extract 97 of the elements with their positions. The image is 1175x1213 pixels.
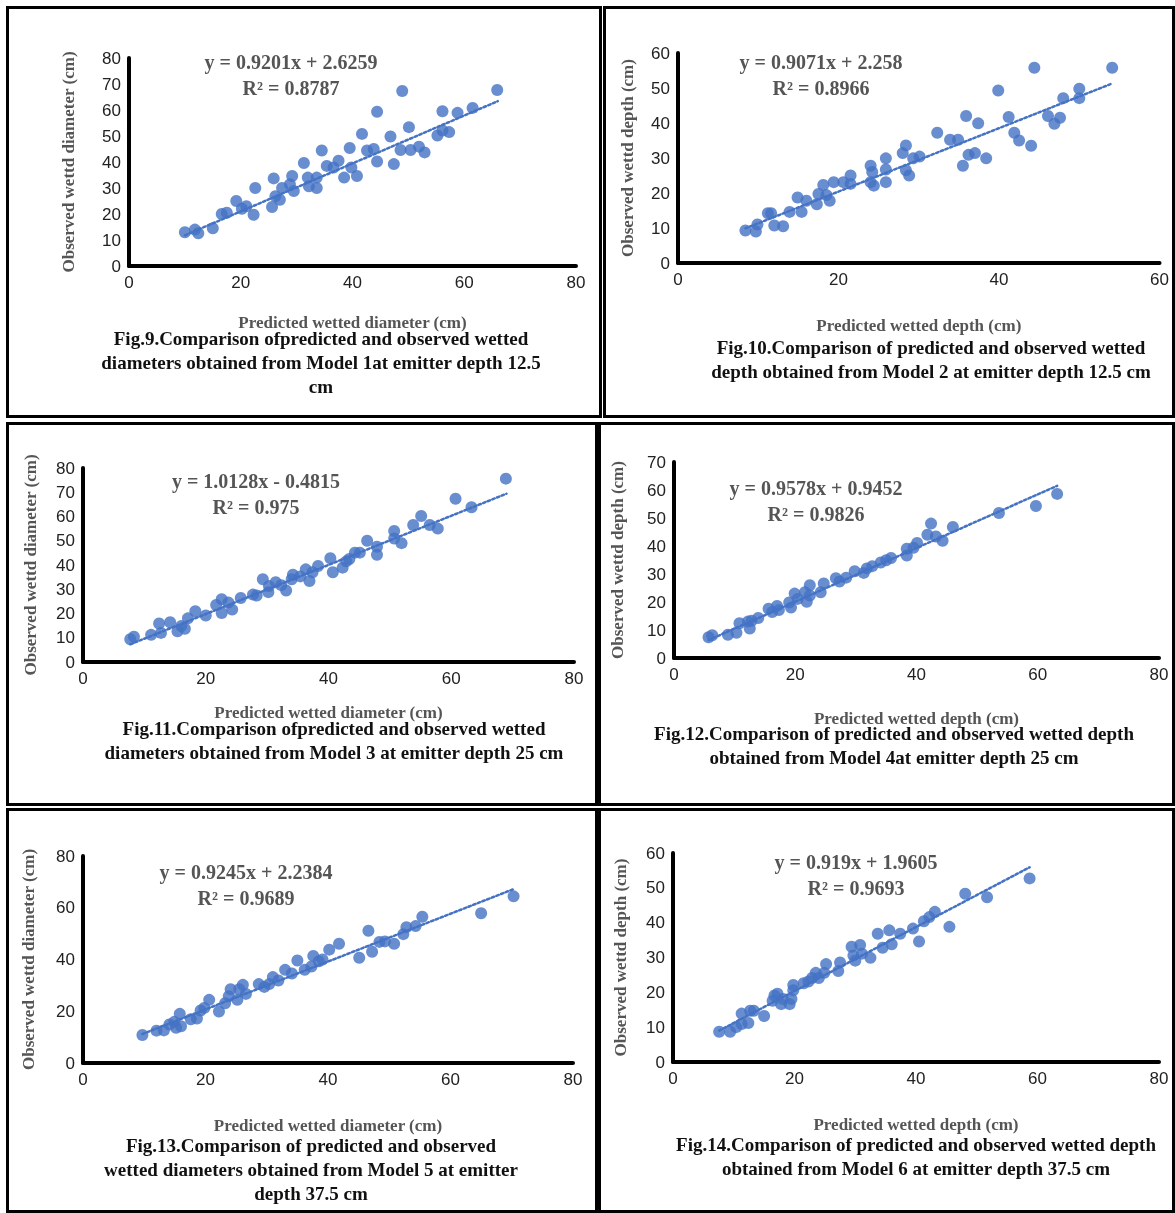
annotation: R² = 0.975 (211, 495, 301, 520)
y-tick-label: 70 (647, 452, 666, 472)
x-axis-title: Predicted wetted depth (cm) (816, 316, 1022, 335)
x-tick-label: 40 (907, 665, 926, 684)
x-tick-label: 40 (343, 273, 362, 292)
caption: Fig.14.Comparison of predicted and observed wetted depth obtained from Model 6 at emitter depth 37.5 cm (676, 1134, 1156, 1181)
x-axis-title: Predicted wetted depth (cm) (813, 1115, 1019, 1134)
y-tick-label: 80 (56, 846, 75, 866)
y-axis-title: Observed wettd diameter (cm) (21, 454, 40, 676)
y-axis-title: Observed wettd diameter (cm) (59, 51, 78, 273)
x-tick-label: 60 (454, 273, 474, 292)
caption: Fig.13.Comparison of predicted and observed wetted diameters obtained from Model 5 at emitter depth 37.5 cm (103, 1135, 519, 1206)
annotation: R² = 0.8966 (771, 76, 871, 101)
x-tick-label: 0 (78, 669, 88, 688)
x-tick-label: 0 (124, 273, 134, 292)
x-tick-label: 20 (829, 270, 848, 289)
y-tick-label: 30 (102, 178, 121, 198)
y-tick-label: 40 (647, 536, 666, 556)
y-tick-label: 60 (647, 480, 666, 500)
y-tick-label: 30 (56, 579, 75, 599)
x-tick-label: 20 (231, 273, 251, 292)
y-tick-label: 10 (646, 1017, 665, 1037)
y-tick-label: 20 (646, 982, 665, 1002)
x-tick-label: 60 (441, 669, 461, 688)
x-tick-label: 40 (906, 1069, 926, 1088)
x-tick-label: 40 (319, 669, 338, 688)
x-tick-label: 40 (318, 1070, 338, 1089)
annotation: y = 1.0128x - 0.4815 (171, 469, 341, 494)
y-tick-label: 0 (656, 648, 666, 668)
y-tick-label: 60 (56, 898, 75, 918)
x-tick-label: 60 (1028, 1069, 1047, 1088)
x-tick-label: 40 (989, 270, 1009, 289)
y-tick-label: 70 (102, 74, 121, 94)
y-tick-label: 40 (56, 950, 75, 969)
y-tick-label: 60 (651, 43, 670, 63)
y-axis-title: Observed wettd depth (cm) (608, 461, 627, 659)
y-tick-label: 40 (56, 555, 75, 575)
x-tick-label: 0 (673, 270, 683, 289)
x-tick-label: 20 (785, 1069, 804, 1088)
x-tick-label: 80 (1149, 1069, 1169, 1088)
y-tick-label: 0 (660, 253, 670, 273)
x-tick-label: 80 (563, 1070, 583, 1089)
annotation: R² = 0.9693 (806, 876, 906, 901)
y-tick-label: 80 (102, 48, 121, 68)
annotation: y = 0.9201x + 2.6259 (204, 50, 378, 75)
x-tick-label: 80 (566, 273, 586, 292)
annotation: R² = 0.9689 (196, 886, 296, 911)
y-tick-label: 40 (646, 913, 665, 933)
x-tick-label: 20 (785, 665, 805, 684)
annotation: y = 0.9071x + 2.258 (739, 50, 903, 75)
y-tick-label: 40 (102, 152, 121, 172)
y-tick-label: 10 (647, 620, 666, 640)
y-tick-label: 30 (646, 948, 665, 967)
y-tick-label: 20 (647, 592, 666, 612)
y-axis-title: Observed wettd depth (cm) (618, 59, 637, 257)
annotation: R² = 0.9826 (766, 502, 866, 527)
y-tick-label: 60 (56, 507, 75, 526)
y-tick-label: 0 (65, 1053, 75, 1073)
x-axis-title: Predicted wetted diameter (cm) (214, 703, 443, 722)
x-tick-label: 20 (196, 1070, 215, 1089)
y-tick-label: 30 (651, 148, 670, 168)
y-tick-label: 10 (651, 218, 670, 238)
y-tick-label: 20 (56, 604, 75, 623)
x-tick-label: 60 (1150, 270, 1170, 289)
x-axis-title: Predicted wetted diameter (cm) (238, 313, 467, 332)
y-tick-label: 30 (647, 564, 666, 584)
y-tick-label: 60 (646, 843, 665, 863)
y-tick-label: 70 (56, 482, 75, 502)
y-tick-label: 10 (102, 230, 121, 250)
x-tick-label: 60 (1028, 665, 1048, 684)
y-tick-label: 0 (655, 1052, 665, 1072)
y-tick-label: 60 (102, 100, 121, 120)
y-tick-label: 50 (647, 508, 666, 528)
y-tick-label: 40 (651, 113, 670, 133)
y-tick-label: 20 (102, 204, 121, 224)
y-tick-label: 50 (56, 531, 75, 551)
y-tick-label: 20 (651, 183, 670, 203)
caption: Fig.10.Comparison of predicted and observed wetted depth obtained from Model 2 at emitter depth 12.5 cm (710, 336, 1152, 384)
annotation: R² = 0.8787 (241, 76, 341, 101)
y-tick-label: 0 (111, 256, 121, 276)
x-tick-label: 60 (441, 1070, 460, 1089)
y-axis-title: Observed wettd diameter (cm) (19, 848, 38, 1071)
y-tick-label: 20 (56, 1001, 75, 1021)
y-tick-label: 10 (56, 628, 75, 648)
y-tick-label: 50 (651, 78, 670, 98)
annotation: y = 0.9578x + 0.9452 (729, 476, 903, 501)
x-tick-label: 0 (78, 1070, 88, 1089)
y-tick-label: 50 (102, 126, 121, 146)
x-tick-label: 80 (1149, 665, 1169, 684)
y-tick-label: 50 (646, 878, 665, 898)
annotation: y = 0.919x + 1.9605 (774, 850, 938, 875)
x-tick-label: 20 (196, 669, 216, 688)
x-tick-label: 80 (564, 669, 584, 688)
annotation: y = 0.9245x + 2.2384 (159, 860, 333, 885)
y-axis-title: Observed wettd depth (cm) (611, 858, 630, 1057)
y-tick-label: 80 (56, 458, 75, 478)
x-axis-title: Predicted wetted diameter (cm) (213, 1116, 443, 1135)
